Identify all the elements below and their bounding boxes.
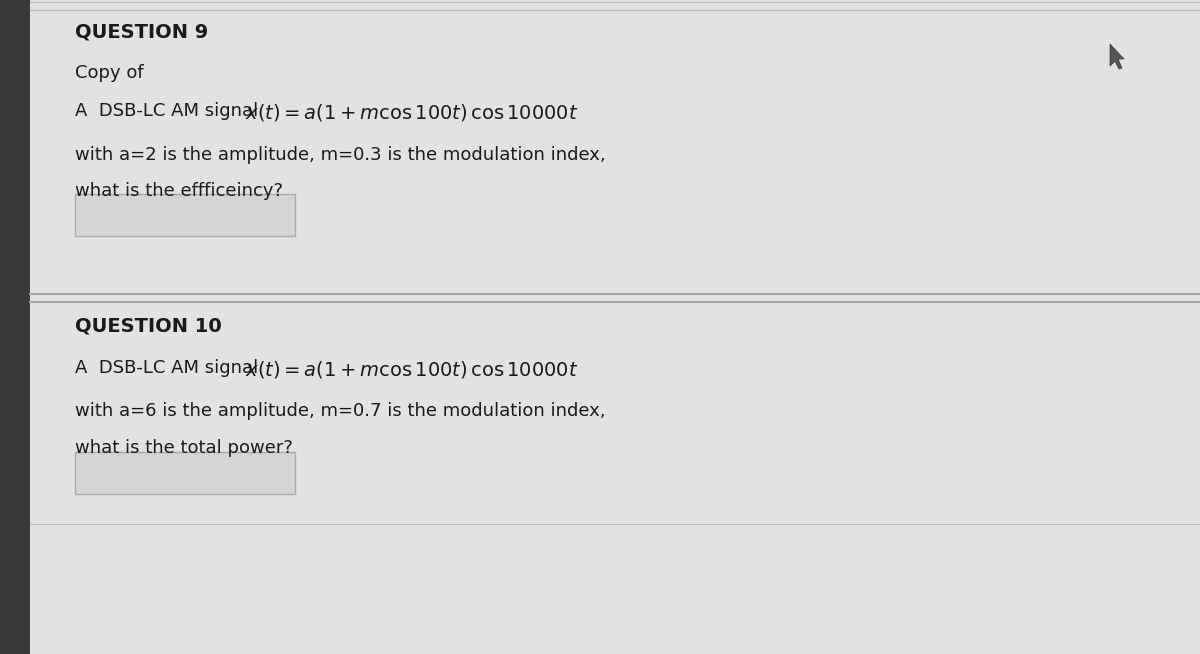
Text: A  DSB-LC AM signal: A DSB-LC AM signal (74, 102, 270, 120)
Text: with a=6 is the amplitude, m=0.7 is the modulation index,: with a=6 is the amplitude, m=0.7 is the … (74, 402, 606, 420)
Text: with a=2 is the amplitude, m=0.3 is the modulation index,: with a=2 is the amplitude, m=0.3 is the … (74, 146, 606, 164)
FancyBboxPatch shape (74, 194, 295, 236)
Text: QUESTION 9: QUESTION 9 (74, 22, 209, 41)
Text: what is the total power?: what is the total power? (74, 439, 293, 457)
Bar (0, 0, 30, 654)
Polygon shape (1110, 44, 1124, 69)
Text: $x(t)=a(1+m\mathrm{cos}\,100t)\,\mathrm{cos}\,10000t$: $x(t)=a(1+m\mathrm{cos}\,100t)\,\mathrm{… (245, 359, 578, 380)
FancyBboxPatch shape (74, 452, 295, 494)
Text: $x(t)=a(1+m\mathrm{cos}\,100t)\,\mathrm{cos}\,10000t$: $x(t)=a(1+m\mathrm{cos}\,100t)\,\mathrm{… (245, 102, 578, 123)
Text: Copy of: Copy of (74, 64, 144, 82)
Text: A  DSB-LC AM signal: A DSB-LC AM signal (74, 359, 270, 377)
Text: what is the effficeincy?: what is the effficeincy? (74, 182, 283, 200)
Text: QUESTION 10: QUESTION 10 (74, 316, 222, 335)
